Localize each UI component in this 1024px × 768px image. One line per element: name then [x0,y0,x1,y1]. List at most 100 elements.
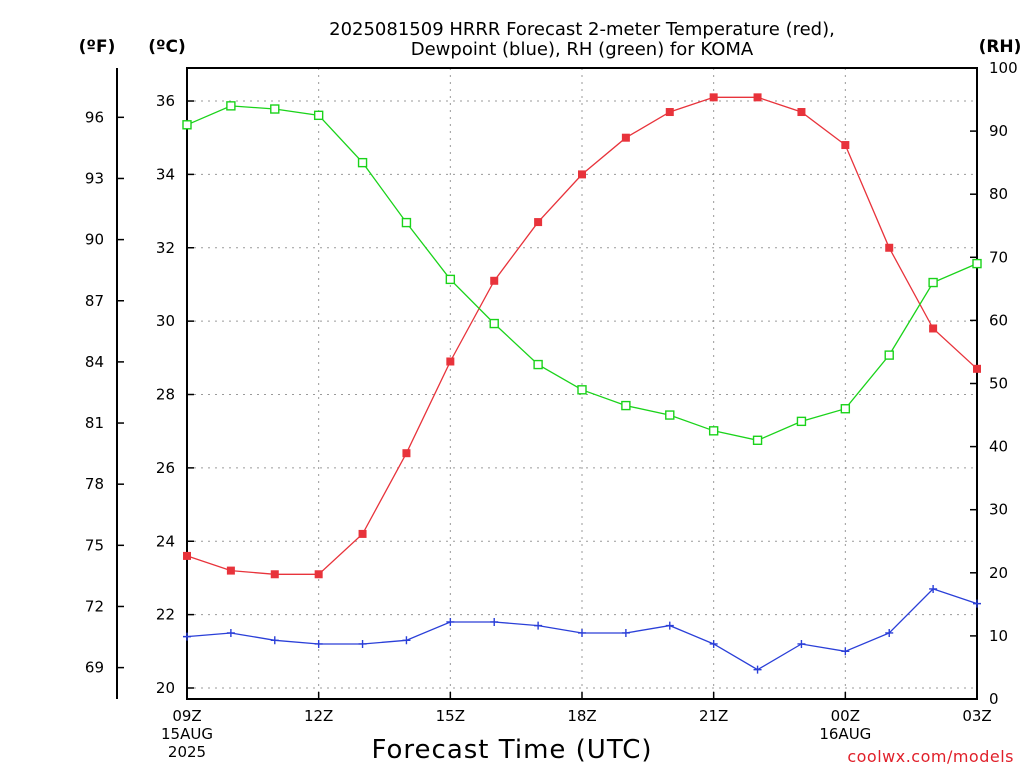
temperature-point [621,133,630,142]
dewpoint-point [841,647,850,656]
dewpoint-point [665,621,674,630]
rh-point [313,110,324,121]
rh-tick-label: 90 [989,122,1008,140]
fahrenheit-tick-label: 69 [85,659,104,677]
rh-tick-label: 70 [989,248,1008,266]
dewpoint-point [578,628,586,637]
series [182,93,982,674]
rh-point [533,359,543,370]
fahrenheit-tick-label: 81 [85,414,104,432]
rh-point [270,104,280,114]
fahrenheit-tick-label: 90 [85,231,104,249]
fahrenheit-tick-label: 96 [85,108,104,126]
rh-tick-label: 50 [989,375,1008,393]
temperature-point [314,570,323,579]
celsius-tick-label: 36 [156,92,175,110]
x-tick-label-line: 21Z [699,707,728,725]
fahrenheit-tick-label: 93 [85,169,104,187]
rh-tick-label: 10 [989,627,1008,645]
rh-tick-label: 0 [989,690,999,708]
temperature-point [929,324,938,333]
x-tick-label-line: 09Z [172,707,201,725]
chart-title-line1: 2025081509 HRRR Forecast 2-meter Tempera… [329,19,835,40]
dewpoint-point [226,628,235,637]
x-tick-label: 21Z [699,707,728,725]
x-axis-label: Forecast Time (UTC) [371,735,652,765]
celsius-unit-label: (ºC) [148,37,186,57]
temperature-point [885,243,894,252]
rh-point [884,350,894,360]
temperature-point [534,218,543,227]
rh-tick-label: 40 [989,438,1008,456]
tick-labels: 20 22 24 26 28 30 32 34 36 69 72 75 78 81 84 87 90 93 96 0 1… [85,59,1018,761]
x-tick-label: 18Z [567,707,596,725]
x-tick-label: 15Z [436,707,465,725]
rh-point [401,217,412,228]
rh-point [972,258,982,269]
fahrenheit-tick-label: 84 [85,353,104,371]
dewpoint-point [446,617,455,626]
x-tick-label: 03Z [962,707,991,725]
temperature-point [973,364,981,373]
dewpoint-point [270,636,279,645]
celsius-tick-label: 26 [156,459,175,477]
rh-tick-label: 80 [989,185,1008,203]
grid-lines [187,68,977,699]
x-tick-label: 12Z [304,707,333,725]
x-tick-label-line: 2025 [168,743,206,761]
celsius-tick-label: 34 [156,165,175,183]
rh-point [752,435,763,445]
x-tick-label-line: 15Z [436,707,465,725]
temperature-point [709,93,718,102]
temperature-point [841,141,850,150]
rh-tick-label: 20 [989,564,1008,582]
rh-point [357,157,368,168]
credit-text: coolwx.com/models [847,747,1014,766]
rh-point [796,416,807,427]
celsius-tick-label: 24 [156,532,175,550]
dewpoint-point [885,628,894,637]
rh-point [182,120,192,130]
temperature-point [446,357,455,366]
dewpoint-point [490,617,499,626]
dewpoint-point [973,599,981,608]
dewpoint-point [929,584,938,593]
dewpoint-point [402,636,411,645]
celsius-tick-label: 32 [156,239,175,257]
rh-point [226,101,236,111]
rh-tick-label: 100 [989,59,1018,77]
rh-tick-label: 30 [989,501,1008,519]
celsius-tick-label: 30 [156,312,175,330]
rh-point [489,318,499,329]
x-tick-label-line: 03Z [962,707,991,725]
x-tick-label-line: 16AUG [819,725,871,743]
temperature-point [490,276,499,285]
x-tick-label: 09Z 15AUG 2025 [161,707,213,761]
dewpoint-point [621,628,630,637]
fahrenheit-unit-label: (ºF) [79,37,116,57]
celsius-tick-label: 22 [156,606,175,624]
dewpoint-point [183,632,191,641]
fahrenheit-tick-label: 87 [85,292,104,310]
x-tick-label-line: 00Z [831,707,860,725]
rh-point [621,400,631,411]
rh-point [577,385,587,395]
rh-unit-label: (RH) [979,37,1022,57]
temperature-point [358,529,367,538]
x-tick-label-line: 15AUG [161,725,213,743]
dewpoint-point [709,639,718,648]
rh-tick-label: 60 [989,311,1008,329]
chart-title-line2: Dewpoint (blue), RH (green) for KOMA [411,39,754,60]
fahrenheit-tick-label: 78 [85,475,104,493]
dewpoint-point [797,639,806,648]
temperature-point [183,551,191,560]
x-tick-label-line: 12Z [304,707,333,725]
temperature-point [665,108,674,117]
x-tick-label-line: 18Z [567,707,596,725]
temperature-point [402,449,411,458]
rh-point [840,404,851,414]
temperature-point [753,93,762,102]
dewpoint-point [753,665,762,674]
temperature-point [270,570,279,579]
axes [116,67,978,700]
